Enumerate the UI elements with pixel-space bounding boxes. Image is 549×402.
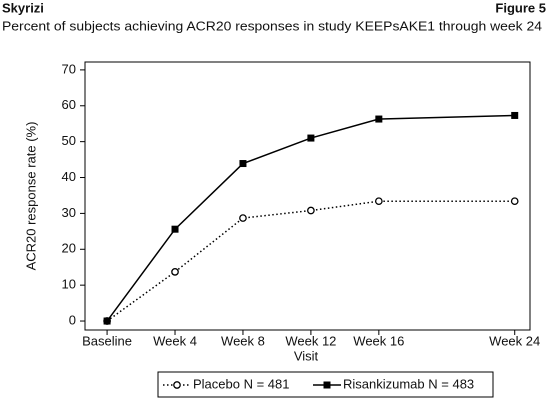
x-axis-label: Visit — [294, 348, 319, 363]
x-tick-label: Week 8 — [221, 333, 265, 348]
legend-marker — [173, 381, 181, 389]
header-left: Skyrizi — [2, 0, 44, 15]
plot-frame — [84, 61, 531, 331]
data-point — [239, 214, 247, 222]
data-point — [374, 197, 383, 206]
data-point — [307, 206, 315, 215]
data-point — [171, 268, 179, 276]
legend-marker — [323, 381, 331, 389]
y-tick-label: 60 — [62, 97, 76, 112]
legend-box — [157, 371, 494, 398]
data-point — [511, 111, 519, 119]
data-point — [510, 197, 519, 206]
y-tick-label: 50 — [62, 133, 76, 148]
data-point — [171, 225, 179, 233]
series-line — [106, 114, 515, 322]
data-point — [103, 317, 111, 325]
legend-label: Risankizumab N = 483 — [343, 376, 474, 391]
y-tick-label: 10 — [62, 277, 76, 292]
data-point — [239, 160, 247, 168]
y-tick-label: 30 — [62, 205, 76, 220]
data-point — [375, 115, 383, 123]
x-tick-label: Baseline — [82, 333, 132, 348]
chart-title: Percent of subjects achieving ACR20 resp… — [2, 18, 542, 33]
header-right: Figure 5 — [495, 0, 546, 15]
x-tick-label: Week 4 — [153, 333, 197, 348]
y-tick-label: 0 — [69, 312, 76, 327]
x-tick-label: Week 24 — [489, 333, 540, 348]
data-point — [307, 134, 315, 142]
series-line — [106, 200, 515, 322]
y-axis-label: ACR20 response rate (%) — [23, 122, 38, 271]
legend-label: Placebo N = 481 — [193, 376, 289, 391]
x-tick-label: Week 12 — [285, 333, 336, 348]
y-tick-label: 20 — [62, 241, 76, 256]
y-tick-label: 40 — [62, 169, 76, 184]
y-tick-label: 70 — [62, 61, 76, 76]
x-tick-label: Week 16 — [353, 333, 404, 348]
